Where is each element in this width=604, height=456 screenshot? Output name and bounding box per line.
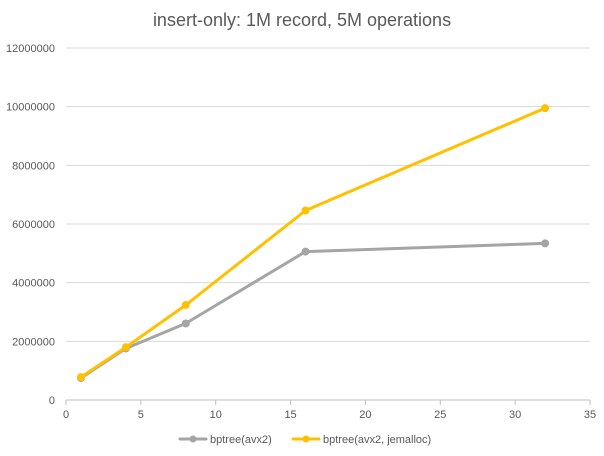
x-tick-label-5: 25 — [434, 409, 446, 421]
axes — [65, 399, 591, 405]
x-tick-label-0: 0 — [63, 409, 69, 421]
y-tick-label-1: 2000000 — [12, 336, 55, 348]
data-point-0-2 — [181, 319, 190, 328]
legend-label-0: bptree(avx2) — [210, 434, 272, 446]
chart-title: insert-only: 1M record, 5M operations — [153, 10, 451, 30]
y-tick-label-3: 6000000 — [12, 219, 55, 231]
legend: bptree(avx2) bptree(avx2, jemalloc) — [178, 434, 431, 446]
y-tick-label-5: 10000000 — [6, 102, 55, 114]
x-tick-label-4: 20 — [359, 409, 371, 421]
y-tick-label-4: 8000000 — [12, 160, 55, 172]
x-tick-label-2: 10 — [210, 409, 222, 421]
y-tick-label-2: 4000000 — [12, 278, 55, 290]
legend-entry-0: bptree(avx2) — [178, 434, 272, 446]
data-point-0-3 — [301, 247, 310, 256]
gridlines — [66, 47, 590, 342]
series-1 — [76, 104, 550, 382]
data-point-1-4 — [541, 104, 550, 113]
data-point-0-4 — [541, 239, 550, 248]
x-tick-label-6: 30 — [509, 409, 521, 421]
y-tick-label-6: 12000000 — [6, 43, 55, 55]
x-tick-label-3: 15 — [284, 409, 296, 421]
data-point-1-3 — [301, 206, 310, 215]
legend-swatch-marker-0 — [189, 435, 197, 443]
series-line-0 — [79, 241, 547, 380]
series-0 — [76, 239, 550, 382]
series-lines — [76, 104, 550, 382]
x-tick-label-7: 35 — [584, 409, 596, 421]
data-point-1-2 — [181, 300, 190, 309]
tick-labels: 0 2000000 4000000 6000000 8000000 10000000 120… — [6, 43, 596, 421]
data-point-1-0 — [76, 373, 85, 382]
legend-swatch-marker-1 — [302, 435, 310, 443]
y-tick-label-0: 0 — [49, 395, 55, 407]
x-tick-label-1: 5 — [138, 409, 144, 421]
legend-entry-1: bptree(avx2, jemalloc) — [291, 434, 431, 446]
data-point-1-1 — [121, 343, 130, 352]
legend-label-1: bptree(avx2, jemalloc) — [323, 434, 431, 446]
